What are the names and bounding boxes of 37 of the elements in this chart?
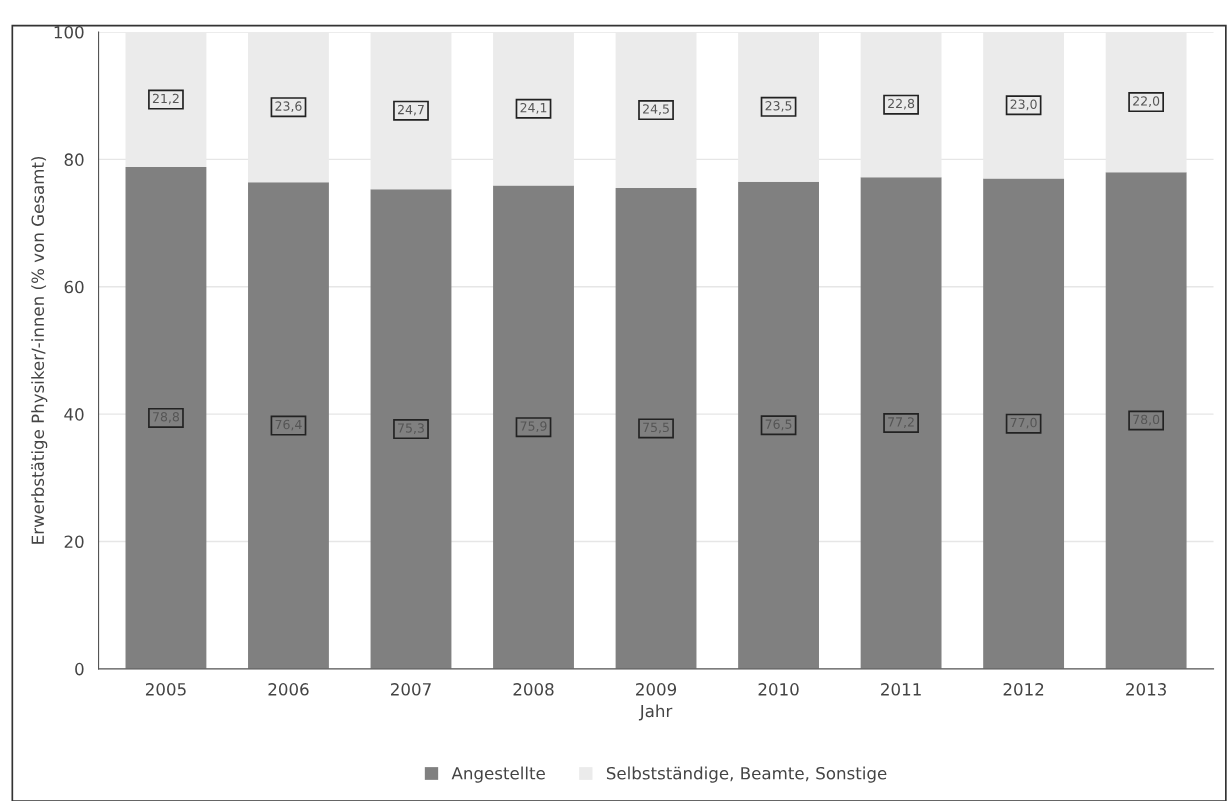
- y-tick-label: 100: [54, 26, 84, 39]
- x-tick-label: 2007: [391, 683, 431, 696]
- bar: [615, 188, 697, 669]
- y-tick-label: 0: [75, 662, 84, 676]
- y-tick-label: 40: [64, 408, 84, 421]
- bar: [248, 182, 329, 669]
- data-label: 24,1: [520, 102, 547, 114]
- bar: [1105, 172, 1187, 669]
- legend-label: Angestellte: [451, 766, 545, 783]
- bar: [493, 185, 574, 669]
- y-tick-label: 60: [64, 280, 84, 294]
- y-axis-title: Erwerbstätige Physiker/-innen (% von Gesamt): [31, 156, 48, 544]
- x-tick-label: 2005: [145, 683, 186, 696]
- y-tick-label: 20: [64, 535, 84, 549]
- x-axis-title: Jahr: [638, 704, 673, 721]
- bar: [125, 167, 207, 669]
- bar: [370, 189, 452, 669]
- data-label: 23,5: [765, 101, 792, 112]
- x-tick-label: 2010: [758, 683, 799, 696]
- x-tick-label: 2009: [636, 683, 677, 696]
- data-label: 24,7: [397, 104, 424, 116]
- x-tick-label: 2006: [268, 683, 309, 696]
- data-label: 24,5: [643, 104, 669, 115]
- x-tick-label: 2008: [513, 683, 554, 696]
- data-label: 21,2: [152, 93, 179, 105]
- bar: [983, 178, 1065, 669]
- data-label: 22,8: [888, 98, 915, 110]
- bar: [738, 181, 819, 669]
- data-label: 22,0: [1133, 96, 1160, 107]
- legend-label: Selbstständige, Beamte, Sonstige: [606, 766, 887, 783]
- x-tick-label: 2013: [1126, 683, 1166, 696]
- data-label: 23,6: [275, 101, 302, 113]
- data-label: 23,0: [1010, 99, 1037, 111]
- x-tick-label: 2011: [881, 683, 921, 696]
- y-tick-label: 80: [64, 153, 84, 166]
- x-tick-label: 2012: [1003, 683, 1044, 696]
- bar: [860, 177, 942, 669]
